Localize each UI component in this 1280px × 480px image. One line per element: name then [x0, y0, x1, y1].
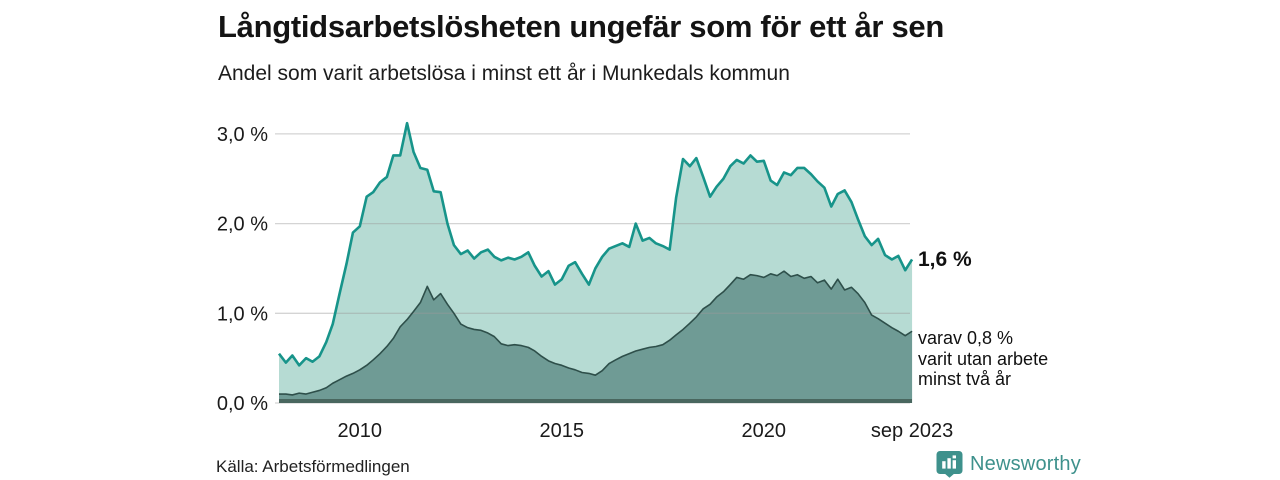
annotation-latest-total: 1,6 %: [918, 248, 972, 271]
line-two-years: [279, 270, 913, 396]
area-two-years: [279, 271, 913, 403]
x-tick-label: 2010: [338, 420, 383, 442]
y-tick-label: 2,0 %: [217, 214, 268, 236]
y-tick-label: 0,0 %: [217, 393, 268, 415]
newsworthy-logo: Newsworthy: [936, 450, 1081, 478]
x-tick-label: 2020: [742, 420, 787, 442]
newsworthy-wordmark: Newsworthy: [970, 452, 1081, 475]
annotation-two-years-line3: minst två år: [918, 369, 1012, 389]
y-tick-label: 1,0 %: [217, 303, 268, 325]
page-subtitle: Andel som varit arbetslösa i minst ett å…: [218, 62, 790, 85]
annotation-two-years-line1: varav 0,8 %: [918, 328, 1014, 348]
annotation-two-years-line2: varit utan arbete: [918, 348, 1049, 369]
source-label: Källa: Arbetsförmedlingen: [216, 457, 410, 476]
annotation-two-years: varav 0,8 % varit utan arbete minst två …: [918, 328, 1048, 390]
x-tick-label: 2015: [540, 420, 585, 442]
newsworthy-icon: [936, 451, 963, 478]
x-tick-label: sep 2023: [871, 420, 953, 442]
page-title: Långtidsarbetslösheten ungefär som för e…: [218, 9, 945, 44]
y-tick-label: 3,0 %: [217, 124, 268, 146]
line-one-year: [277, 121, 914, 367]
